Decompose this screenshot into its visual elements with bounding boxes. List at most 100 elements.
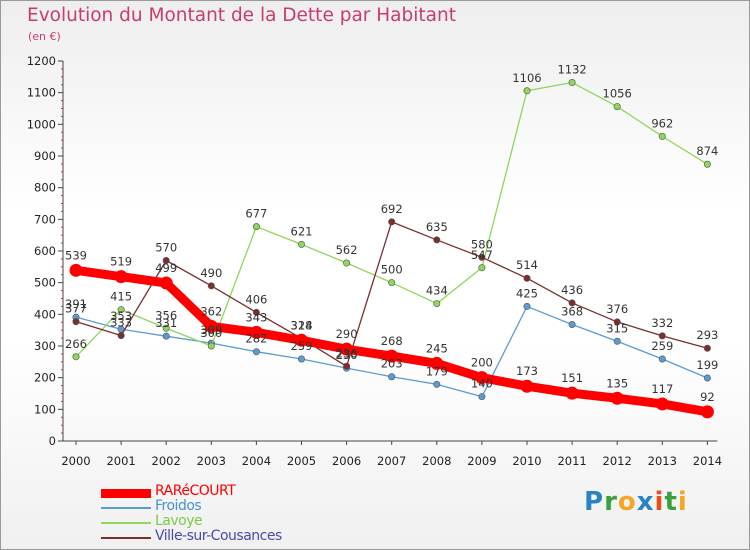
- y-tick-label: 600: [34, 244, 56, 258]
- data-point: [207, 282, 215, 290]
- data-point: [610, 391, 624, 405]
- data-label: 173: [516, 364, 538, 378]
- data-label: 1056: [603, 87, 632, 101]
- data-label: 436: [561, 283, 583, 297]
- data-label: 377: [65, 302, 87, 316]
- data-point: [117, 306, 125, 314]
- data-label: 362: [200, 304, 222, 318]
- brand-letter: x: [636, 487, 655, 517]
- data-label: 539: [65, 248, 87, 262]
- data-label: 519: [110, 255, 132, 269]
- x-tick-label: 2009: [467, 454, 496, 468]
- data-point: [523, 274, 531, 282]
- data-point: [388, 218, 396, 226]
- y-tick-label: 0: [49, 434, 56, 448]
- data-label: 677: [245, 207, 267, 221]
- data-point: [430, 356, 444, 370]
- data-point: [703, 160, 711, 168]
- legend-label: Froidos: [155, 498, 202, 514]
- data-label: 434: [426, 284, 448, 298]
- data-label: 333: [110, 316, 132, 330]
- data-label: 203: [381, 357, 403, 371]
- data-label: 290: [336, 327, 358, 341]
- brand-letter: P: [584, 487, 605, 517]
- chart-unit-label: (en €): [28, 30, 61, 43]
- data-label: 151: [561, 371, 583, 385]
- axes: 0 100 200 300 400 500 600 700 800 900 1000 1100 1200…: [27, 54, 722, 468]
- data-label: 343: [245, 310, 267, 324]
- x-tick-label: 2012: [603, 454, 632, 468]
- legend-item: Froidos: [101, 498, 361, 515]
- x-tick-label: 2004: [242, 454, 271, 468]
- x-tick-label: 2013: [648, 454, 677, 468]
- x-tick-label: 2002: [152, 454, 181, 468]
- data-point: [297, 240, 305, 248]
- data-label: 236: [336, 346, 358, 360]
- data-label: 356: [155, 308, 177, 322]
- data-point: [700, 405, 714, 419]
- data-point: [159, 276, 173, 290]
- data-point: [388, 373, 396, 381]
- y-tick-label: 100: [34, 402, 56, 416]
- data-label: 268: [381, 334, 403, 348]
- chart-title: Evolution du Montant de la Dette par Hab…: [27, 5, 456, 26]
- legend-swatch: [101, 522, 151, 524]
- data-point: [343, 259, 351, 267]
- data-point: [478, 393, 486, 401]
- data-point: [72, 318, 80, 326]
- data-point: [297, 355, 305, 363]
- x-tick-label: 2010: [512, 454, 541, 468]
- data-label: 199: [696, 358, 718, 372]
- x-tick-label: 2006: [332, 454, 361, 468]
- data-point: [568, 79, 576, 87]
- data-point: [703, 374, 711, 382]
- series-layer: [69, 79, 714, 419]
- y-tick-label: 1200: [27, 54, 56, 68]
- data-label: 692: [381, 202, 403, 216]
- x-tick-label: 2007: [377, 454, 406, 468]
- data-label: 547: [471, 248, 493, 262]
- data-label: 293: [696, 328, 718, 342]
- data-label: 309: [200, 323, 222, 337]
- data-label: 179: [426, 364, 448, 378]
- x-tick-label: 2001: [106, 454, 135, 468]
- data-label: 259: [291, 339, 313, 353]
- data-point: [703, 344, 711, 352]
- brand-letter: o: [617, 487, 637, 517]
- data-point: [433, 300, 441, 308]
- y-tick-label: 200: [34, 371, 56, 385]
- data-label: 245: [426, 341, 448, 355]
- data-label-layer: 539 519 499 362 343 318 290 268 245 200 173 151 135 1…: [65, 63, 718, 404]
- data-point: [207, 342, 215, 350]
- legend-item: Ville-sur-Cousances: [101, 528, 361, 545]
- y-tick-label: 400: [34, 307, 56, 321]
- data-label: 200: [471, 356, 493, 370]
- legend-swatch: [101, 488, 151, 498]
- legend: RARéCOURT Froidos Lavoye Ville-sur-Cousance…: [101, 483, 361, 545]
- data-point: [385, 349, 399, 363]
- y-tick-label: 300: [34, 339, 56, 353]
- x-tick-label: 2003: [197, 454, 226, 468]
- y-tick-label: 800: [34, 181, 56, 195]
- data-label: 300: [200, 326, 222, 340]
- data-point: [343, 362, 351, 370]
- data-point: [204, 319, 218, 333]
- legend-item: Lavoye: [101, 513, 361, 530]
- data-label: 117: [651, 382, 673, 396]
- brand-letter: i: [654, 487, 665, 517]
- data-point: [252, 348, 260, 356]
- data-label: 1132: [557, 63, 586, 77]
- x-tick-label: 2008: [422, 454, 451, 468]
- data-label: 368: [561, 304, 583, 318]
- data-label: 874: [696, 144, 718, 158]
- data-label: 425: [516, 286, 538, 300]
- y-tick-label: 1100: [27, 86, 56, 100]
- data-point: [69, 263, 83, 277]
- y-tick-label: 900: [34, 149, 56, 163]
- data-point: [613, 337, 621, 345]
- data-label: 315: [606, 321, 628, 335]
- data-point: [114, 270, 128, 284]
- data-label: 376: [606, 302, 628, 316]
- data-point: [295, 333, 308, 347]
